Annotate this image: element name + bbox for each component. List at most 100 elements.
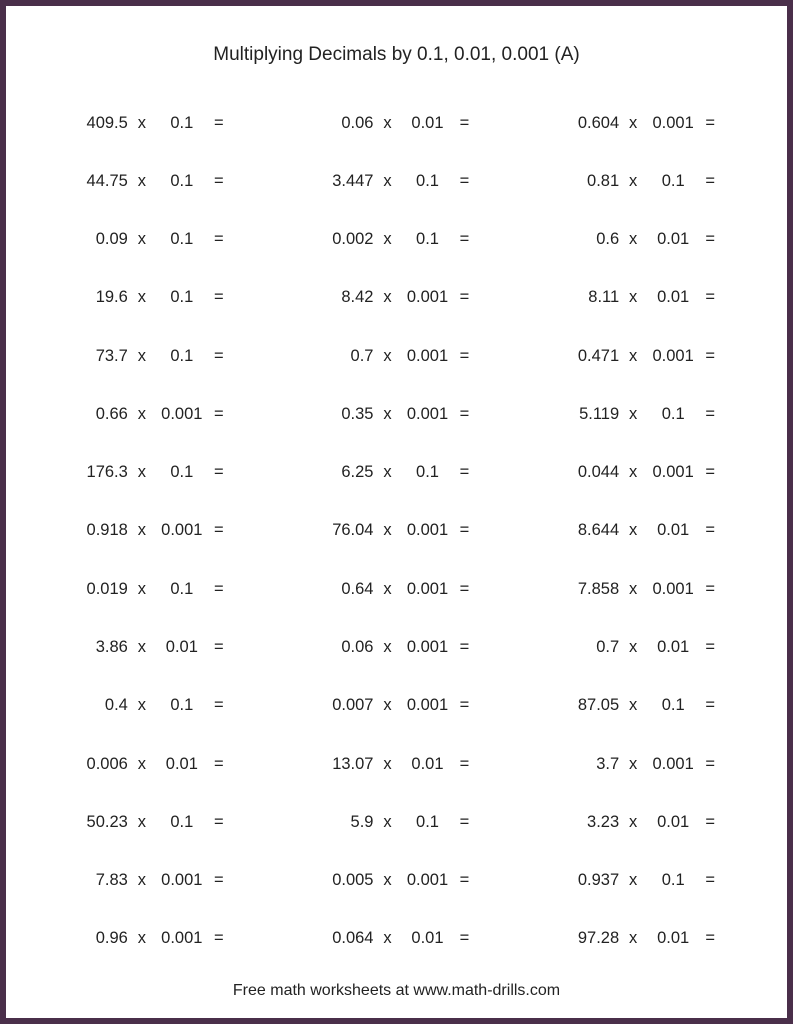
operand-b: 0.001 <box>401 288 453 307</box>
problem: 0.471x0.001= <box>529 327 755 385</box>
operator: x <box>373 813 401 832</box>
equals-sign: = <box>699 405 721 424</box>
operand-b: 0.001 <box>401 521 453 540</box>
operator: x <box>128 638 156 657</box>
operand-b: 0.001 <box>401 347 453 366</box>
operand-b: 0.001 <box>156 929 208 948</box>
operand-b: 0.001 <box>156 521 208 540</box>
problem: 8.42x0.001= <box>284 269 510 327</box>
operand-a: 0.81 <box>563 172 619 191</box>
equals-sign: = <box>208 463 230 482</box>
operator: x <box>373 696 401 715</box>
operand-a: 0.66 <box>72 405 128 424</box>
operator: x <box>619 813 647 832</box>
operator: x <box>619 288 647 307</box>
problem: 0.06x0.001= <box>284 618 510 676</box>
operand-a: 0.7 <box>563 638 619 657</box>
problem: 3.23x0.01= <box>529 793 755 851</box>
equals-sign: = <box>699 871 721 890</box>
operator: x <box>619 521 647 540</box>
operand-b: 0.1 <box>156 813 208 832</box>
operator: x <box>128 929 156 948</box>
operator: x <box>619 638 647 657</box>
equals-sign: = <box>699 755 721 774</box>
operator: x <box>619 696 647 715</box>
operand-a: 0.064 <box>317 929 373 948</box>
problem: 0.7x0.001= <box>284 327 510 385</box>
operator: x <box>128 521 156 540</box>
equals-sign: = <box>453 172 475 191</box>
operator: x <box>619 929 647 948</box>
operand-b: 0.1 <box>647 871 699 890</box>
operator: x <box>373 463 401 482</box>
operand-a: 97.28 <box>563 929 619 948</box>
operand-a: 8.42 <box>317 288 373 307</box>
equals-sign: = <box>453 230 475 249</box>
operator: x <box>373 580 401 599</box>
operand-a: 0.6 <box>563 230 619 249</box>
operator: x <box>619 580 647 599</box>
operand-a: 8.644 <box>563 521 619 540</box>
operand-b: 0.001 <box>156 871 208 890</box>
operand-b: 0.1 <box>401 172 453 191</box>
problem: 409.5x0.1= <box>38 94 264 152</box>
problem: 5.119x0.1= <box>529 385 755 443</box>
operand-b: 0.1 <box>401 230 453 249</box>
problem: 73.7x0.1= <box>38 327 264 385</box>
equals-sign: = <box>453 871 475 890</box>
operand-b: 0.001 <box>401 696 453 715</box>
operand-a: 0.96 <box>72 929 128 948</box>
problem: 3.86x0.01= <box>38 618 264 676</box>
problem: 8.644x0.01= <box>529 502 755 560</box>
problem: 44.75x0.1= <box>38 152 264 210</box>
operand-b: 0.01 <box>156 755 208 774</box>
problem: 0.4x0.1= <box>38 677 264 735</box>
problem: 0.007x0.001= <box>284 677 510 735</box>
operand-a: 0.002 <box>317 230 373 249</box>
equals-sign: = <box>208 638 230 657</box>
operand-a: 3.86 <box>72 638 128 657</box>
operator: x <box>373 755 401 774</box>
operand-a: 76.04 <box>317 521 373 540</box>
operand-a: 0.35 <box>317 405 373 424</box>
operator: x <box>373 521 401 540</box>
operand-a: 409.5 <box>72 114 128 133</box>
problem: 5.9x0.1= <box>284 793 510 851</box>
problem: 0.006x0.01= <box>38 735 264 793</box>
operand-a: 5.9 <box>317 813 373 832</box>
worksheet-footer: Free math worksheets at www.math-drills.… <box>38 982 755 1000</box>
operand-b: 0.1 <box>156 114 208 133</box>
operand-b: 0.1 <box>156 696 208 715</box>
operand-b: 0.01 <box>401 755 453 774</box>
operator: x <box>373 288 401 307</box>
equals-sign: = <box>453 813 475 832</box>
problem: 0.002x0.1= <box>284 211 510 269</box>
operand-b: 0.001 <box>647 463 699 482</box>
operand-a: 0.005 <box>317 871 373 890</box>
operand-b: 0.1 <box>156 288 208 307</box>
problem-grid: 409.5x0.1=0.06x0.01=0.604x0.001=44.75x0.… <box>38 94 755 968</box>
operand-a: 7.83 <box>72 871 128 890</box>
operand-a: 73.7 <box>72 347 128 366</box>
problem: 0.66x0.001= <box>38 385 264 443</box>
problem: 0.044x0.001= <box>529 444 755 502</box>
problem: 3.447x0.1= <box>284 152 510 210</box>
equals-sign: = <box>699 347 721 366</box>
equals-sign: = <box>699 580 721 599</box>
problem: 0.019x0.1= <box>38 560 264 618</box>
operand-a: 0.006 <box>72 755 128 774</box>
operator: x <box>373 230 401 249</box>
operand-b: 0.1 <box>156 463 208 482</box>
operand-b: 0.001 <box>401 405 453 424</box>
operand-b: 0.1 <box>647 405 699 424</box>
operand-a: 0.64 <box>317 580 373 599</box>
equals-sign: = <box>208 405 230 424</box>
equals-sign: = <box>699 230 721 249</box>
operand-a: 0.937 <box>563 871 619 890</box>
operand-a: 44.75 <box>72 172 128 191</box>
operand-a: 0.019 <box>72 580 128 599</box>
problem: 50.23x0.1= <box>38 793 264 851</box>
operand-a: 19.6 <box>72 288 128 307</box>
operand-b: 0.01 <box>647 813 699 832</box>
operand-a: 3.7 <box>563 755 619 774</box>
